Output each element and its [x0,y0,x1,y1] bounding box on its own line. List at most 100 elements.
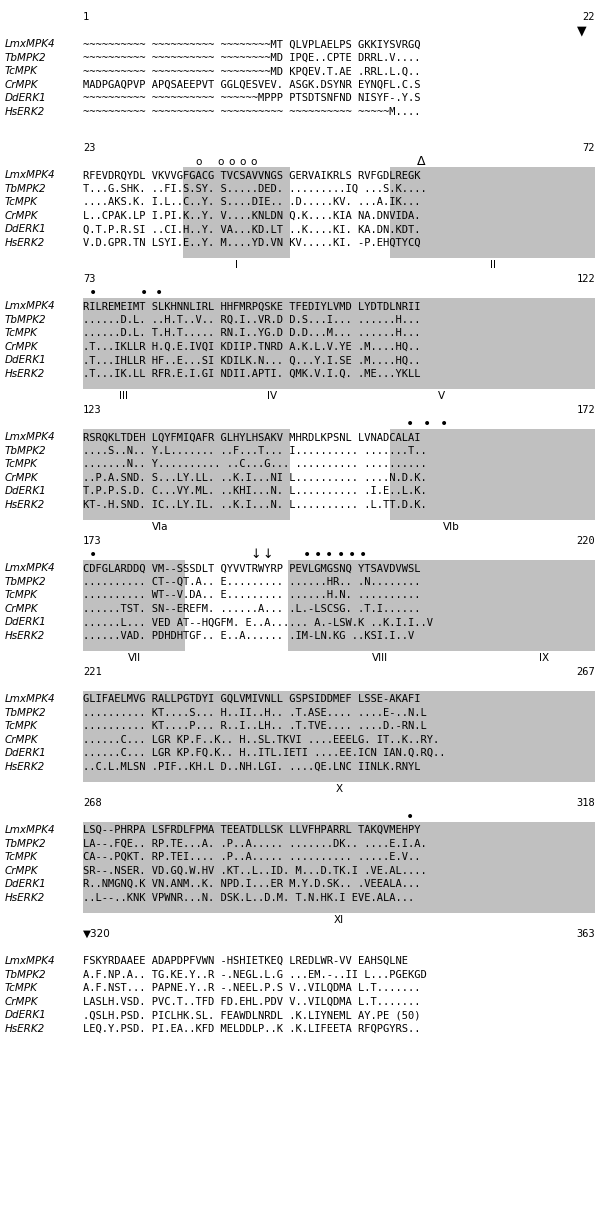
Text: ~~~~~~~~~~ ~~~~~~~~~~ ~~~~~~~~MD IPQE..CPTE DRRL.V....: ~~~~~~~~~~ ~~~~~~~~~~ ~~~~~~~~MD IPQE..C… [83,53,421,63]
Text: A.F.NP.A.. TG.KE.Y..R -.NEGL.L.G ...EM.-..II L...PGEKGD: A.F.NP.A.. TG.KE.Y..R -.NEGL.L.G ...EM.-… [83,970,427,980]
Text: ......D.L. T.H.T..... RN.I..YG.D D.D...M... ......H...: ......D.L. T.H.T..... RN.I..YG.D D.D...M… [83,329,421,338]
Text: IX: IX [539,653,549,663]
Text: 172: 172 [576,406,595,416]
Text: DdERK1: DdERK1 [5,879,47,889]
Text: 363: 363 [576,929,595,939]
Text: ..P.A.SND. S...LY.LL. ..K.I...NI L.......... ....N.D.K.: ..P.A.SND. S...LY.LL. ..K.I...NI L......… [83,473,427,483]
Text: A.F.NST... PAPNE.Y..R -.NEEL.P.S V..VILQDMA L.T.......: A.F.NST... PAPNE.Y..R -.NEEL.P.S V..VILQ… [83,983,421,993]
Text: •: • [140,286,149,300]
Text: .......N.. Y.......... ..C...G... .......... ..........: .......N.. Y.......... ..C...G... ......… [83,460,427,470]
Text: TcMPK: TcMPK [5,590,38,601]
Text: •: • [337,548,344,562]
Text: 22: 22 [583,12,595,22]
Text: •: • [89,548,97,562]
Text: ▼320: ▼320 [83,929,111,939]
Text: RILREMEIMT SLKHNNLIRL HHFMRPQSKE TFEDIYLVMD LYDTDLNRII: RILREMEIMT SLKHNNLIRL HHFMRPQSKE TFEDIYL… [83,302,421,311]
Text: CrMPK: CrMPK [5,211,38,221]
Text: ....S..N.. Y.L....... ..F...T... I.......... .......T..: ....S..N.. Y.L....... ..F...T... I......… [83,446,427,456]
Text: LASLH.VSD. PVC.T..TFD FD.EHL.PDV V..VILQDMA L.T.......: LASLH.VSD. PVC.T..TFD FD.EHL.PDV V..VILQ… [83,997,421,1007]
Text: LEQ.Y.PSD. PI.EA..KFD MELDDLP..K .K.LIFEETA RFQPGYRS..: LEQ.Y.PSD. PI.EA..KFD MELDDLP..K .K.LIFE… [83,1024,421,1034]
Text: Δ: Δ [416,156,425,168]
Text: ~~~~~~~~~~ ~~~~~~~~~~ ~~~~~~MPPP PTSDTSNFND NISYF-.Y.S: ~~~~~~~~~~ ~~~~~~~~~~ ~~~~~~MPPP PTSDTSN… [83,93,421,103]
Text: R..NMGNQ.K VN.ANM..K. NPD.I...ER M.Y.D.SK.. .VEEALA...: R..NMGNQ.K VN.ANM..K. NPD.I...ER M.Y.D.S… [83,879,421,889]
Text: DdERK1: DdERK1 [5,487,47,497]
Text: TbMPK2: TbMPK2 [5,707,47,717]
Text: CrMPK: CrMPK [5,866,38,875]
Text: LmxMPK4: LmxMPK4 [5,39,56,49]
Text: .......... WT--V.DA.. E......... ......H.N. ..........: .......... WT--V.DA.. E......... ......H… [83,590,421,601]
Text: .T...IKLLR H.Q.E.IVQI KDIIP.TNRD A.K.L.V.YE .M....HQ..: .T...IKLLR H.Q.E.IVQI KDIIP.TNRD A.K.L.V… [83,342,421,352]
Text: V: V [438,391,445,401]
Text: •: • [440,417,449,430]
Text: X: X [335,785,343,794]
Text: ~~~~~~~~~~ ~~~~~~~~~~ ~~~~~~~~MT QLVPLAELPS GKKIYSVRGQ: ~~~~~~~~~~ ~~~~~~~~~~ ~~~~~~~~MT QLVPLAE… [83,39,421,49]
Text: •: • [325,548,334,562]
Text: LmxMPK4: LmxMPK4 [5,694,56,704]
Text: ▼: ▼ [577,25,587,38]
Text: .......... KT....P... R..I..LH.. .T.TVE.... ....D.-RN.L: .......... KT....P... R..I..LH.. .T.TVE.… [83,721,427,731]
Bar [83,560,185,651]
Text: HsERK2: HsERK2 [5,238,45,248]
Text: VIII: VIII [372,653,388,663]
Text: DdERK1: DdERK1 [5,224,47,234]
Text: ~~~~~~~~~~ ~~~~~~~~~~ ~~~~~~~~~~ ~~~~~~~~~~ ~~~~~M....: ~~~~~~~~~~ ~~~~~~~~~~ ~~~~~~~~~~ ~~~~~~~… [83,107,421,116]
Text: CrMPK: CrMPK [5,80,38,89]
Text: TcMPK: TcMPK [5,329,38,338]
Text: II: II [490,260,496,271]
Bar [288,560,493,651]
Text: HsERK2: HsERK2 [5,1024,45,1034]
Text: 73: 73 [83,275,95,284]
Text: TbMPK2: TbMPK2 [5,315,47,325]
Text: ↓: ↓ [251,548,262,562]
Text: 220: 220 [576,536,595,547]
Text: SR--.NSER. VD.GQ.W.HV .KT..L..ID. M...D.TK.I .VE.AL....: SR--.NSER. VD.GQ.W.HV .KT..L..ID. M...D.… [83,866,427,875]
Text: .......... CT--QT.A.. E......... ......HR.. .N........: .......... CT--QT.A.. E......... ......H… [83,576,421,587]
Text: DdERK1: DdERK1 [5,617,47,628]
Text: DdERK1: DdERK1 [5,356,47,365]
Text: •: • [423,417,431,430]
Text: 221: 221 [83,667,102,677]
Text: LmxMPK4: LmxMPK4 [5,170,56,180]
Text: ......D.L. ..H.T..V.. RQ.I..VR.D D.S...I... ......H...: ......D.L. ..H.T..V.. RQ.I..VR.D D.S...I… [83,315,421,325]
Text: •: • [406,809,414,824]
Bar [185,429,290,520]
Text: L..CPAK.LP I.PI.K..Y. V....KNLDN Q.K....KIA NA.DNVIDA.: L..CPAK.LP I.PI.K..Y. V....KNLDN Q.K....… [83,211,421,221]
Text: KT-.H.SND. IC..LY.IL. ..K.I...N. L.......... .L.TT.D.K.: KT-.H.SND. IC..LY.IL. ..K.I...N. L......… [83,500,427,510]
Text: .QSLH.PSD. PICLHK.SL. FEAWDLNRDL .K.LIYNEML AY.PE (50): .QSLH.PSD. PICLHK.SL. FEAWDLNRDL .K.LIYN… [83,1010,421,1020]
Text: LA--.FQE.. RP.TE...A. .P..A..... .......DK.. ....E.I.A.: LA--.FQE.. RP.TE...A. .P..A..... .......… [83,839,427,848]
Text: .......... KT....S... H..II..H.. .T.ASE.... ....E-..N.L: .......... KT....S... H..II..H.. .T.ASE.… [83,707,427,717]
Text: ....AKS.K. I.L..C..Y. S....DIE.. .D.....KV. ...A.IK...: ....AKS.K. I.L..C..Y. S....DIE.. .D.....… [83,197,421,207]
Text: CrMPK: CrMPK [5,603,38,614]
Text: o: o [239,157,246,167]
Text: 122: 122 [576,275,595,284]
Text: VIa: VIa [152,522,168,532]
Text: •: • [302,548,311,562]
Text: 23: 23 [83,143,95,153]
Text: •: • [406,417,414,430]
Text: TcMPK: TcMPK [5,983,38,993]
Text: DdERK1: DdERK1 [5,748,47,758]
Text: ..C.L.MLSN .PIF..KH.L D..NH.LGI. ....QE.LNC IINLK.RNYL: ..C.L.MLSN .PIF..KH.L D..NH.LGI. ....QE.… [83,761,421,771]
Text: III: III [119,391,128,401]
Text: HsERK2: HsERK2 [5,761,45,771]
Text: IV: IV [268,391,278,401]
Bar [83,298,595,389]
Text: ......C... LGR KP.FQ.K.. H..ITL.IETI ....EE.ICN IAN.Q.RQ..: ......C... LGR KP.FQ.K.. H..ITL.IETI ...… [83,748,445,758]
Text: ......VAD. PDHDHTGF.. E..A...... .IM-LN.KG ..KSI.I..V: ......VAD. PDHDHTGF.. E..A...... .IM-LN.… [83,630,414,641]
Text: CrMPK: CrMPK [5,473,38,483]
Text: ......L... VED AT--HQGFM. E..A...... A.-LSW.K ..K.I.I..V: ......L... VED AT--HQGFM. E..A...... A.-… [83,617,433,628]
Text: CrMPK: CrMPK [5,342,38,352]
Text: GLIFAELMVG RALLPGTDYI GQLVMIVNLL GSPSIDDMEF LSSE-AKAFI: GLIFAELMVG RALLPGTDYI GQLVMIVNLL GSPSIDD… [83,694,421,704]
Text: 267: 267 [576,667,595,677]
Bar [83,691,595,781]
Text: TbMPK2: TbMPK2 [5,576,47,587]
Text: o: o [217,157,223,167]
Text: TcMPK: TcMPK [5,721,38,731]
Text: RFEVDRQYDL VKVVGFGACG TVCSAVVNGS GERVAIKRLS RVFGDLREGK: RFEVDRQYDL VKVVGFGACG TVCSAVVNGS GERVAIK… [83,170,421,180]
Text: LmxMPK4: LmxMPK4 [5,563,56,574]
Text: HsERK2: HsERK2 [5,369,45,379]
Text: 318: 318 [576,798,595,808]
Text: TbMPK2: TbMPK2 [5,839,47,848]
Text: o: o [195,157,202,167]
Text: .T...IK.LL RFR.E.I.GI NDII.APTI. QMK.V.I.Q. .ME...YKLL: .T...IK.LL RFR.E.I.GI NDII.APTI. QMK.V.I… [83,369,421,379]
